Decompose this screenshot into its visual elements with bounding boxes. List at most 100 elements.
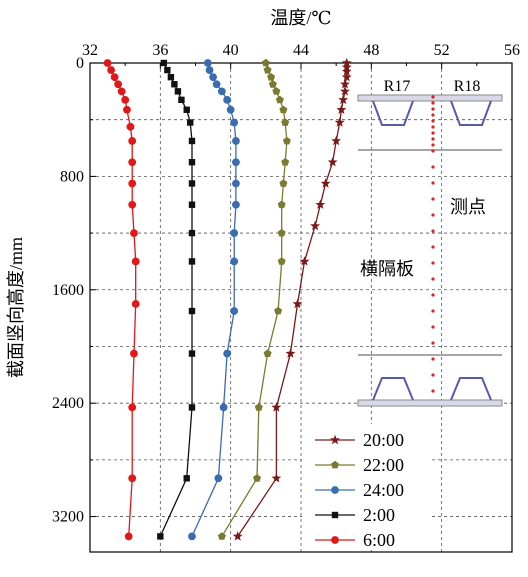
inset-measuring-point (431, 143, 435, 147)
y-tick-label: 0 (76, 55, 84, 72)
data-point (128, 158, 137, 167)
x-tick-label: 52 (434, 42, 450, 59)
inset-measuring-point (431, 197, 435, 201)
inset-measuring-point (431, 137, 435, 141)
data-point (121, 95, 130, 104)
inset-bottom-rib-right (450, 377, 492, 401)
inset-measuring-point (431, 357, 435, 361)
data-point (171, 81, 178, 88)
data-point (214, 474, 223, 483)
y-tick-label: 2400 (52, 395, 84, 412)
data-point (209, 73, 217, 82)
inset-measuring-point (431, 373, 435, 377)
inset-measuring-point (431, 245, 435, 249)
inset-measuring-point (431, 95, 435, 99)
data-point (232, 531, 243, 541)
data-point (130, 229, 138, 237)
data-point (174, 88, 182, 95)
data-point (212, 80, 221, 89)
data-point (232, 137, 240, 145)
legend-item: 20:00 (315, 430, 404, 450)
x-tick-label: 36 (152, 42, 168, 59)
data-point (277, 257, 286, 265)
series-line (159, 62, 193, 537)
series-line (107, 62, 137, 537)
data-point (130, 349, 138, 358)
x-tick-label: 56 (504, 42, 520, 59)
data-point (157, 533, 164, 540)
inset-measuring-point (431, 213, 435, 217)
legend-label: 24:00 (363, 480, 404, 500)
data-point (188, 307, 196, 315)
data-point (277, 228, 286, 237)
series-line (191, 62, 237, 537)
legend-item: 6:00 (315, 530, 395, 550)
data-point (131, 257, 140, 266)
data-point (271, 402, 282, 412)
data-point (167, 73, 175, 81)
legend-item: 24:00 (315, 480, 404, 500)
data-point (331, 511, 339, 519)
inset-measuring-point (431, 229, 435, 233)
inset-measuring-point (431, 107, 435, 111)
data-point (188, 201, 196, 208)
x-axis-title: 温度/℃ (270, 8, 331, 28)
data-point (230, 229, 239, 237)
data-point (277, 200, 286, 209)
data-point (117, 87, 126, 96)
x-tick-label: 40 (223, 42, 239, 59)
data-point (341, 72, 352, 82)
grid-lines (90, 63, 512, 552)
data-point (128, 403, 137, 412)
data-point (263, 349, 272, 357)
data-point (261, 58, 270, 67)
data-point (253, 474, 261, 482)
data-point (327, 157, 338, 167)
data-point (131, 300, 140, 308)
inset-measuring-point (431, 149, 435, 153)
inset-measuring-point (431, 113, 435, 117)
legend-label: 6:00 (363, 530, 395, 550)
series-2400 (188, 59, 240, 541)
series-2000 (232, 57, 352, 541)
legend-item: 2:00 (315, 505, 395, 525)
data-point (219, 403, 228, 412)
x-tick-label: 48 (363, 42, 379, 59)
y-tick-label: 3200 (52, 509, 84, 526)
data-point (279, 179, 288, 187)
legend-box (302, 424, 430, 550)
x-tick-label: 44 (293, 42, 309, 59)
data-point (341, 66, 352, 76)
data-point (188, 532, 196, 541)
data-point (263, 65, 272, 74)
data-point (331, 460, 339, 469)
data-point (330, 434, 340, 445)
data-point (232, 158, 240, 167)
data-point (178, 96, 185, 104)
legend: 20:00 22:00 24:00 2:00 6:00 (302, 424, 430, 550)
legend-label: 2:00 (363, 505, 395, 525)
data-point (232, 179, 240, 188)
data-point (183, 106, 190, 113)
inset-measuring-point (431, 131, 435, 135)
cross-section-inset (357, 94, 503, 407)
data-point (164, 66, 171, 74)
inset-label-measuring-point: 测点 (450, 197, 486, 217)
data-point (128, 200, 137, 209)
inset-measuring-point (431, 119, 435, 123)
data-point (128, 179, 137, 188)
series-2200 (217, 58, 291, 540)
data-point (203, 59, 212, 67)
y-axis-ticks: 0 800 1600 2400 3200 (52, 55, 96, 526)
inset-rib-r18 (450, 100, 492, 126)
data-point (232, 200, 240, 209)
data-point (331, 486, 339, 494)
y-axis-title: 截面竖向高度/mm (6, 237, 26, 378)
legend-label: 22:00 (363, 455, 404, 475)
data-point (188, 229, 196, 237)
data-point (107, 66, 115, 74)
data-point (226, 105, 235, 114)
data-point (123, 105, 131, 114)
data-point (272, 87, 281, 95)
